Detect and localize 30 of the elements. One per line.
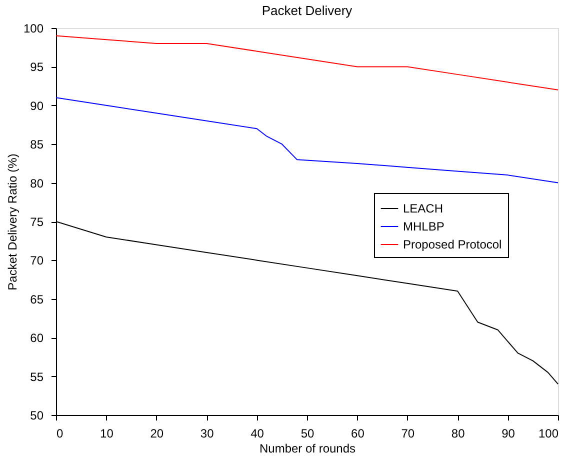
line-series — [56, 97, 558, 184]
y-tick-label: 55 — [30, 370, 44, 384]
y-tick-label: 75 — [30, 215, 44, 229]
x-tick-label: 50 — [300, 426, 314, 440]
legend-label: MHLBP — [403, 220, 444, 234]
y-axis-title: Packet Delivery Ratio (%) — [5, 154, 20, 290]
y-tick-label: 60 — [30, 331, 44, 346]
legend-label: Proposed Protocol — [403, 238, 502, 252]
y-tick-label: 90 — [30, 98, 44, 113]
x-tick-label: 20 — [150, 426, 164, 440]
y-tick-label: 70 — [30, 254, 44, 268]
y-tick-label: 50 — [30, 408, 44, 422]
x-tick-label: 10 — [100, 426, 114, 440]
x-tick-label: 80 — [451, 426, 466, 440]
y-tick-label: 85 — [30, 138, 44, 152]
x-tick-label: 100 — [538, 426, 559, 440]
x-axis-title: Number of rounds — [259, 442, 356, 456]
x-tick-label: 90 — [502, 426, 516, 440]
x-tick-label: 70 — [401, 426, 415, 440]
chart-title: Packet Delivery — [262, 3, 353, 18]
x-tick-label: 60 — [351, 426, 365, 440]
x-tick-label: 40 — [250, 426, 264, 440]
y-tick-label: 65 — [30, 292, 44, 306]
x-tick-label: 0 — [56, 426, 64, 440]
y-tick-label: 100 — [23, 22, 44, 36]
y-tick-label: 95 — [30, 60, 44, 74]
x-tick-label: 30 — [200, 426, 214, 440]
line-series — [56, 35, 558, 90]
legend-label: LEACH — [403, 202, 444, 216]
y-tick-label: 80 — [30, 176, 44, 190]
